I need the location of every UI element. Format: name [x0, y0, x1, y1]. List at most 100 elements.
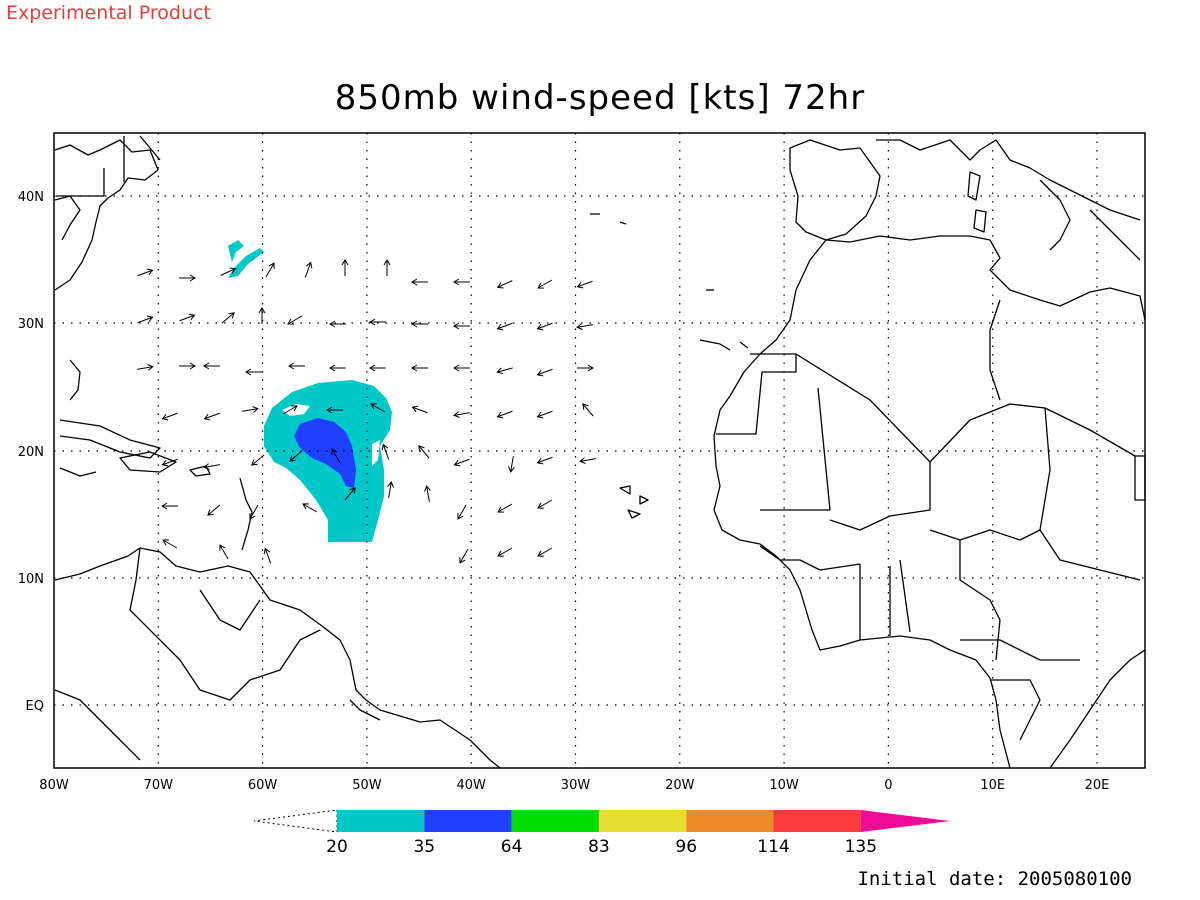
- colorbar-over-triangle: [860, 810, 950, 832]
- colorbar-label: 20: [326, 837, 348, 857]
- wind-vector: [453, 458, 470, 467]
- colorbar-segment: [511, 810, 599, 832]
- lon-label: 30W: [561, 778, 591, 793]
- wind-vector: [249, 504, 259, 520]
- wind-vector: [497, 547, 513, 557]
- lat-lon-grid: [54, 133, 1145, 768]
- wind-vector: [536, 368, 553, 377]
- colorbar-label: 64: [501, 837, 523, 857]
- wind-vector: [496, 410, 513, 419]
- wind-vector: [161, 502, 178, 510]
- lon-label: 70W: [144, 778, 174, 793]
- wind-vector: [411, 320, 428, 328]
- wind-vector: [496, 280, 513, 289]
- wind-vector: [161, 412, 178, 421]
- wind-vector: [411, 364, 428, 372]
- colorbar-segment: [773, 810, 861, 832]
- lon-label: 10W: [769, 778, 799, 793]
- wind-hole-right: [372, 440, 380, 466]
- wind-vector: [221, 312, 235, 324]
- wind-vector: [287, 315, 303, 325]
- colorbar-under-triangle: [253, 809, 338, 833]
- wind-vector: [418, 445, 430, 459]
- experimental-product-label: Experimental Product: [6, 2, 211, 24]
- colorbar-label: 96: [675, 837, 697, 857]
- wind-hole-left: [282, 404, 310, 416]
- wind-vector: [457, 504, 467, 520]
- wind-vector: [137, 364, 154, 371]
- lon-label: 50W: [352, 778, 382, 793]
- wind-vector: [369, 318, 386, 326]
- latitude-labels: 40N 30N 20N 10N EQ: [18, 190, 44, 714]
- wind-vector: [302, 503, 318, 513]
- wind-vector: [344, 487, 356, 501]
- colorbar-segment: [686, 810, 774, 832]
- map-frame: [53, 132, 1146, 769]
- wind-vector: [582, 403, 594, 417]
- lat-label: 40N: [18, 190, 44, 205]
- wind-region-20-35: [228, 240, 264, 278]
- coastlines: [54, 135, 1146, 769]
- wind-vector: [220, 267, 237, 276]
- wind-vector: [219, 544, 229, 560]
- wind-vector: [207, 504, 221, 516]
- wind-vector: [508, 456, 515, 473]
- wind-vectors: [137, 259, 596, 564]
- wind-vector: [203, 412, 220, 421]
- wind-vector: [579, 457, 596, 464]
- chart-title: 850mb wind-speed [kts] 72hr: [334, 78, 866, 118]
- lat-label: 20N: [18, 445, 44, 460]
- lat-label: 30N: [18, 317, 44, 332]
- colorbar-label: 35: [413, 837, 435, 857]
- wind-vector: [387, 481, 394, 498]
- wind-vector: [326, 406, 343, 414]
- wind-vector: [497, 503, 513, 513]
- wind-vector: [381, 443, 390, 460]
- initial-date: Initial date: 2005080100: [857, 868, 1132, 890]
- wind-vector: [288, 362, 305, 370]
- wind-vector: [424, 485, 431, 502]
- colorbar-label: 114: [757, 837, 789, 857]
- wind-vector: [161, 458, 178, 467]
- wind-vector: [179, 362, 196, 370]
- wind-vector: [369, 364, 386, 372]
- wind-vector: [137, 268, 154, 277]
- lon-label: 0: [884, 778, 892, 793]
- lat-label: 10N: [18, 572, 44, 587]
- wind-vector: [331, 448, 341, 464]
- colorbar: 20 35 64 83 96 114 135: [253, 809, 950, 857]
- wind-vector: [537, 279, 553, 289]
- wind-vector: [459, 548, 469, 564]
- wind-vector: [341, 259, 349, 276]
- wind-vector: [411, 405, 428, 414]
- wind-vector: [304, 261, 313, 278]
- lon-label: 20W: [665, 778, 695, 793]
- wind-vector: [411, 278, 428, 286]
- longitude-labels: 80W 70W 60W 50W 40W 30W 20W 10W 0 10E 20E: [39, 778, 1109, 793]
- colorbar-label: 135: [845, 837, 877, 857]
- wind-vector: [383, 259, 391, 276]
- wind-vector: [263, 547, 272, 564]
- wind-vector: [203, 463, 220, 470]
- lat-label: EQ: [26, 699, 44, 714]
- colorbar-segment: [598, 810, 687, 832]
- wind-vector: [536, 322, 553, 331]
- wind-vector: [251, 454, 265, 466]
- wind-vector: [536, 456, 553, 465]
- wind-vector: [242, 406, 259, 413]
- wind-vector: [179, 274, 196, 282]
- wind-region-35-64: [294, 418, 356, 488]
- lon-label: 10E: [980, 778, 1005, 793]
- wind-vector: [162, 539, 178, 549]
- wind-vector: [453, 278, 470, 286]
- wind-vector: [245, 368, 262, 376]
- wind-vector: [576, 323, 593, 330]
- wind-vector: [329, 320, 346, 328]
- wind-vector: [453, 322, 470, 330]
- lon-label: 40W: [456, 778, 486, 793]
- wind-shading: [228, 240, 392, 542]
- wind-vector: [453, 364, 470, 372]
- wind-vector: [537, 547, 553, 557]
- wind-vector: [576, 280, 593, 289]
